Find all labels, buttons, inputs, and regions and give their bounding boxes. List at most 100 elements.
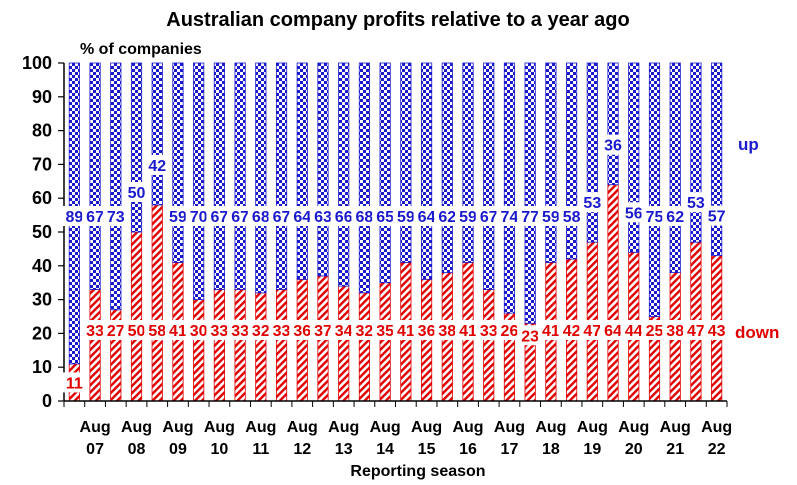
data-label-up: 62 (438, 209, 456, 226)
bar-down (483, 289, 495, 402)
data-label-down: 44 (625, 323, 643, 340)
data-label-up-bg (268, 206, 295, 226)
y-tick-label: 50 (32, 222, 52, 242)
data-label-up: 65 (376, 209, 394, 226)
bar-down (420, 278, 433, 402)
y-tick-label: 100 (22, 53, 52, 73)
data-label-up: 42 (148, 158, 166, 175)
data-label-down: 33 (231, 323, 249, 340)
bar-up (151, 62, 163, 206)
data-label-up-bg (351, 206, 378, 226)
bar-up (213, 62, 225, 290)
bar-down (193, 299, 205, 402)
bar-down (213, 289, 225, 402)
data-label-up-bg (641, 206, 668, 226)
x-tick-label-year: 09 (169, 441, 187, 458)
bar-up (503, 62, 516, 314)
data-label-down: 26 (501, 323, 519, 340)
data-label-up: 67 (210, 209, 228, 226)
y-tick-label: 0 (42, 391, 52, 411)
data-label-down-bg (579, 320, 606, 340)
data-label-up-bg (600, 134, 627, 155)
data-label-down-bg (600, 320, 627, 340)
x-tick-label-year: 08 (128, 441, 146, 458)
x-tick-label-month: Aug (660, 419, 691, 436)
data-label-up: 68 (356, 209, 374, 226)
data-label-down-bg (247, 320, 274, 340)
data-label-down: 43 (708, 323, 726, 340)
data-label-down-bg (682, 320, 709, 340)
bar-up (628, 62, 640, 253)
data-label-down: 42 (563, 323, 581, 340)
bar-up (483, 62, 495, 290)
y-tick-label: 90 (32, 87, 52, 107)
data-label-down: 41 (169, 323, 187, 340)
bar-up (648, 62, 661, 317)
bar-up (296, 62, 308, 280)
bar-up (441, 62, 453, 273)
y-tick-label: 70 (32, 154, 52, 174)
data-label-down-bg (144, 320, 171, 340)
x-tick-label-month: Aug (577, 419, 608, 436)
y-tick-label: 40 (32, 256, 52, 276)
data-label-up-bg (413, 206, 440, 226)
bar-up (110, 62, 122, 311)
data-label-up-bg (392, 206, 419, 226)
bar-down (151, 204, 163, 402)
bar-up (275, 62, 288, 290)
bar-up (193, 62, 205, 301)
data-label-up-bg (102, 206, 129, 226)
data-label-down: 64 (604, 323, 622, 340)
bar-down (358, 292, 371, 402)
data-label-down-bg (123, 320, 150, 340)
data-label-up: 63 (314, 209, 332, 226)
bar-up (524, 62, 536, 324)
data-label-up: 58 (563, 209, 581, 226)
bar-up (420, 62, 433, 280)
y-axis-unit-label: % of companies (80, 41, 202, 58)
x-tick-label-month: Aug (618, 419, 649, 436)
axes-group (58, 62, 728, 407)
data-label-up: 57 (708, 209, 726, 226)
data-label-up-bg (289, 206, 316, 226)
bar-up (586, 62, 598, 243)
data-label-up-bg (537, 206, 564, 226)
data-label-up-bg (123, 182, 150, 202)
x-tick-label-year: 18 (542, 441, 560, 458)
data-label-up: 67 (86, 209, 104, 226)
data-label-down: 32 (356, 323, 374, 340)
bar-up (690, 62, 702, 243)
data-label-down-bg (227, 320, 254, 340)
data-label-up-bg (620, 202, 647, 223)
legend-label-up: up (738, 135, 759, 154)
data-label-up: 50 (128, 185, 146, 202)
x-tick-label-month: Aug (162, 419, 193, 436)
bar-down (338, 285, 350, 402)
data-label-up-bg (372, 206, 399, 226)
data-label-down-bg (102, 320, 129, 340)
data-label-up: 64 (418, 209, 436, 226)
bar-up (358, 62, 371, 294)
data-label-down-bg (185, 320, 212, 340)
data-label-up-bg (558, 206, 585, 226)
data-label-down-bg (82, 320, 109, 340)
data-label-down-bg (662, 320, 689, 340)
data-label-down: 38 (666, 323, 684, 340)
data-label-up-bg (61, 206, 88, 226)
data-label-down: 41 (459, 323, 477, 340)
legend-label-down: down (735, 323, 779, 342)
bar-down (607, 184, 619, 402)
data-label-up: 59 (397, 209, 415, 226)
data-label-down: 25 (646, 323, 664, 340)
data-label-up: 36 (604, 138, 622, 155)
data-label-up-bg (682, 192, 709, 213)
bar-up (255, 62, 267, 294)
data-label-up: 67 (273, 209, 291, 226)
x-axis-title: Reporting season (350, 463, 485, 480)
data-label-down-bg (206, 320, 233, 340)
chart-title: Australian company profits relative to a… (166, 9, 629, 31)
data-label-up-bg (434, 206, 461, 226)
x-tick-label-year: 13 (335, 441, 353, 458)
data-label-up: 74 (501, 209, 519, 226)
